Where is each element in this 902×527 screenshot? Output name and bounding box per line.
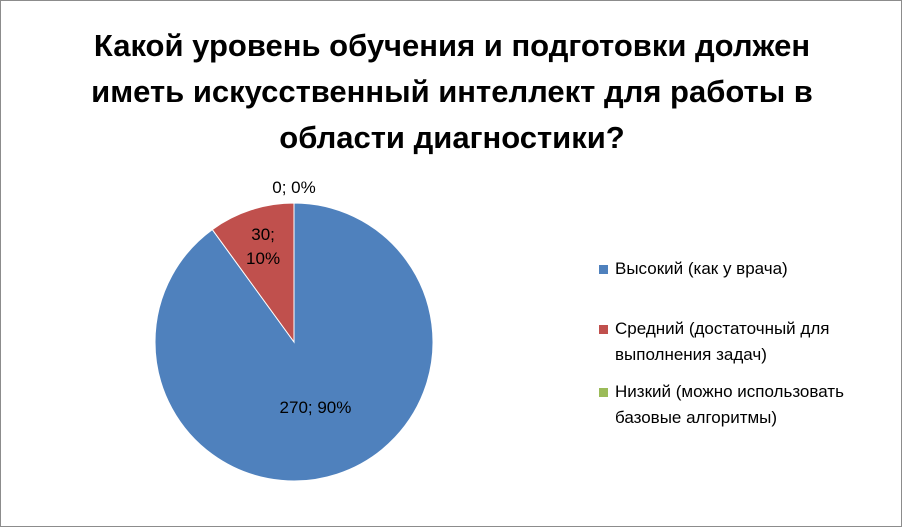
data-label: 270; 90% [279,398,352,418]
chart-title: Какой уровень обучения и подготовки долж… [91,28,813,155]
legend-label: Низкий (можно использовать базовые алгор… [615,382,844,427]
data-label: 30; 10% [246,224,281,268]
pie-slice [211,202,295,344]
legend-swatch [599,265,608,274]
legend-label: Высокий (как у врача) [615,259,788,278]
legend-swatch [599,388,608,397]
legend-swatch [599,325,608,334]
legend-item: Низкий (можно использовать базовые алгор… [599,379,889,431]
data-label: 0; 0% [272,178,316,197]
legend-item: Средний (достаточный для выполнения зада… [599,316,889,368]
legend-item: Высокий (как у врача) [599,256,889,282]
legend-label: Средний (достаточный для выполнения зада… [615,319,830,364]
